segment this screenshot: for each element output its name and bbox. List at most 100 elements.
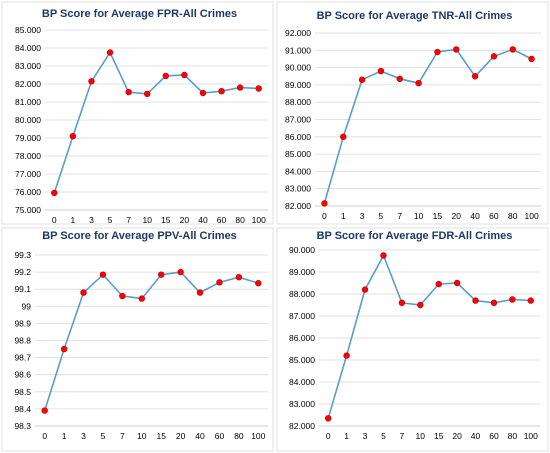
data-point: [453, 46, 460, 53]
data-point: [88, 78, 95, 85]
x-tick-label: 10: [414, 211, 424, 221]
x-tick-label: 1: [71, 215, 76, 225]
data-point: [472, 297, 479, 304]
x-tick-label: 80: [508, 211, 518, 221]
y-tick-label: 99.2: [14, 267, 31, 277]
data-point: [199, 89, 207, 97]
data-point: [41, 407, 48, 414]
y-tick-label: 88.000: [289, 289, 315, 299]
y-tick-label: 90.000: [285, 63, 311, 73]
data-point: [196, 289, 204, 296]
x-tick-label: 40: [471, 431, 481, 441]
data-point: [471, 73, 479, 80]
chart-panel-tnr: BP Score for Average TNR-All Crimes 82.00…: [275, 0, 550, 226]
y-tick-label: 75.000: [15, 205, 41, 215]
x-tick-label: 5: [381, 431, 386, 441]
y-tick-label: 87.000: [285, 115, 311, 125]
x-tick-label: 0: [52, 215, 57, 225]
data-point: [106, 49, 114, 56]
y-tick-label: 99: [22, 301, 32, 311]
data-point: [343, 352, 350, 359]
x-tick-label: 1: [344, 431, 349, 441]
x-tick-label: 10: [137, 431, 147, 441]
x-tick-label: 100: [251, 431, 265, 441]
x-tick-label: 5: [379, 211, 384, 221]
chart-frame: [1, 1, 274, 225]
data-point: [99, 271, 107, 278]
chart-title: BP Score for Average TNR-All Crimes: [317, 10, 513, 22]
data-point: [236, 84, 244, 91]
x-tick-label: 3: [363, 431, 368, 441]
data-point: [255, 85, 262, 92]
data-point: [181, 71, 188, 79]
x-tick-label: 15: [161, 215, 171, 225]
data-point: [325, 415, 332, 422]
data-point: [162, 72, 169, 80]
y-tick-label: 89.000: [289, 267, 315, 277]
y-tick-label: 98.4: [14, 404, 31, 414]
y-tick-label: 91.000: [285, 45, 311, 55]
y-tick-label: 81.000: [15, 97, 41, 107]
data-point: [340, 133, 347, 141]
y-tick-label: 83.000: [15, 61, 41, 71]
x-tick-label: 20: [180, 215, 190, 225]
data-point: [527, 297, 534, 304]
data-point: [144, 90, 151, 98]
y-tick-label: 85.000: [285, 149, 311, 159]
x-tick-label: 80: [234, 431, 244, 441]
y-tick-label: 99.1: [14, 284, 31, 294]
y-tick-label: 80.000: [15, 115, 41, 125]
x-tick-label: 3: [89, 215, 94, 225]
y-tick-label: 84.000: [285, 166, 311, 176]
y-tick-label: 79.000: [15, 133, 41, 143]
x-tick-label: 20: [452, 431, 462, 441]
data-point: [177, 268, 184, 276]
y-tick-label: 82.000: [285, 201, 311, 211]
data-point: [398, 299, 406, 307]
x-tick-label: 60: [489, 211, 499, 221]
chart-frame: [276, 1, 549, 225]
chart-panel-ppv: BP Score for Average PPV-All Crimes 98.3 9…: [0, 226, 275, 453]
chart-tnr: BP Score for Average TNR-All Crimes 82.00…: [276, 1, 549, 225]
data-point: [235, 274, 243, 281]
y-tick-label: 85.000: [289, 355, 315, 365]
data-point: [453, 279, 461, 287]
data-point: [490, 299, 498, 307]
x-tick-label: 60: [489, 431, 499, 441]
chart-title: BP Score for Average FPR-All Crimes: [42, 8, 237, 20]
chart-ppv: BP Score for Average PPV-All Crimes 98.3 9…: [1, 227, 274, 452]
x-tick-label: 60: [215, 431, 225, 441]
y-tick-label: 85.000: [15, 25, 41, 35]
chart-title: BP Score for Average PPV-All Crimes: [42, 230, 237, 242]
data-point: [490, 53, 498, 60]
x-tick-label: 0: [326, 431, 331, 441]
x-tick-label: 1: [341, 211, 346, 221]
data-point: [51, 189, 58, 197]
y-tick-label: 86.000: [289, 333, 315, 343]
y-tick-label: 98.5: [14, 387, 31, 397]
series-line: [53, 50, 259, 194]
y-tick-label: 82.000: [15, 79, 41, 89]
data-point: [434, 48, 441, 56]
data-point: [377, 67, 385, 75]
x-tick-label: 80: [235, 215, 245, 225]
series-line: [43, 271, 259, 411]
y-tick-label: 76.000: [15, 187, 41, 197]
data-point: [358, 76, 366, 83]
x-tick-label: 15: [156, 431, 166, 441]
y-tick-label: 88.000: [285, 97, 311, 107]
x-tick-label: 40: [470, 211, 480, 221]
x-tick-label: 5: [101, 431, 106, 441]
x-tick-label: 7: [400, 431, 405, 441]
data-point: [417, 301, 424, 309]
y-tick-label: 98.8: [14, 336, 31, 346]
x-tick-label: 7: [397, 211, 402, 221]
data-point: [60, 345, 68, 353]
y-tick-label: 98.3: [14, 421, 31, 431]
x-tick-label: 60: [217, 215, 227, 225]
y-tick-label: 90.000: [289, 245, 315, 255]
y-tick-label: 92.000: [285, 28, 311, 38]
data-point: [158, 271, 165, 278]
x-tick-label: 0: [322, 211, 327, 221]
y-tick-label: 99.3: [14, 250, 31, 260]
